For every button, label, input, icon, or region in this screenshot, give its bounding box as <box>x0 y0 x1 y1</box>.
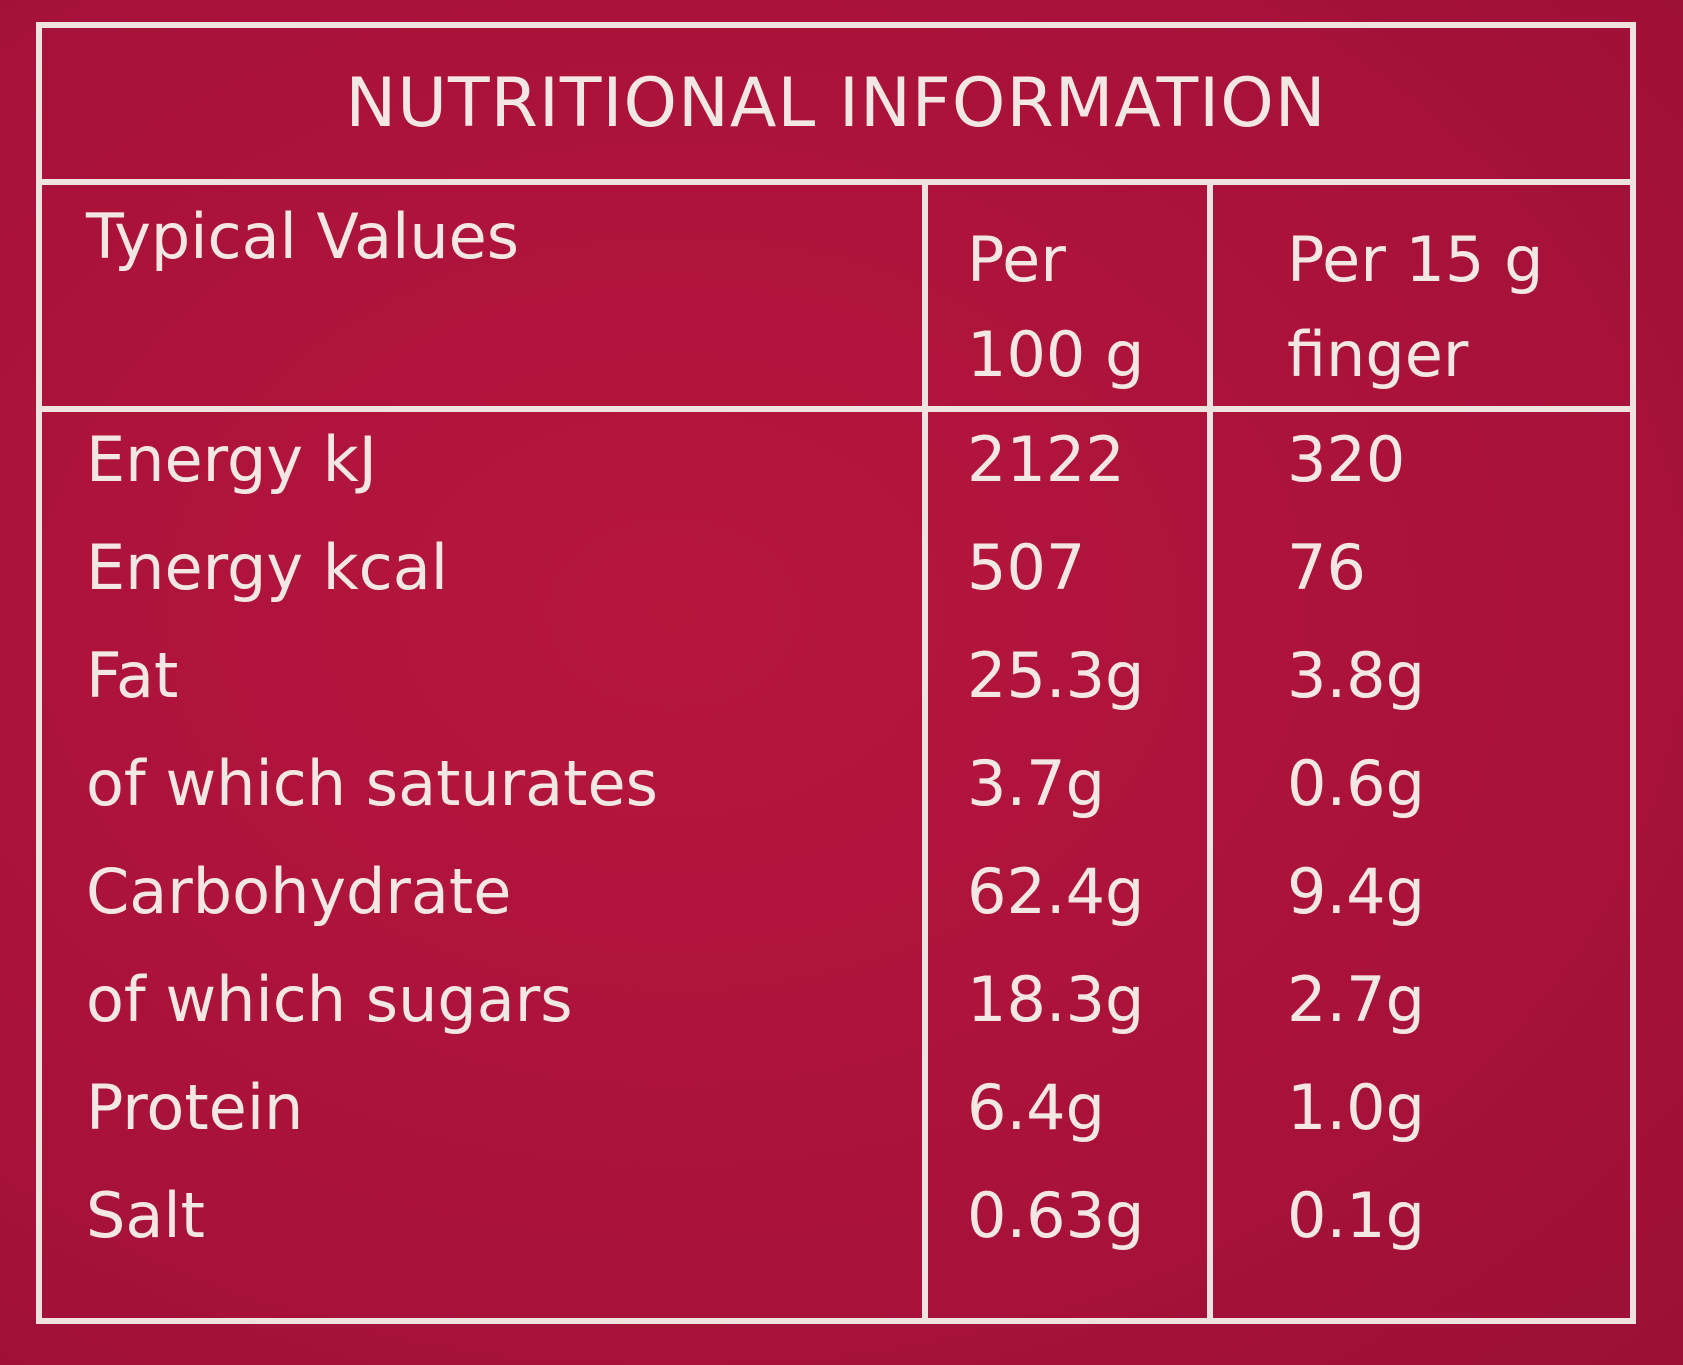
per-15g-header-line1: Per 15 g <box>1287 223 1544 296</box>
value-per-15g: 320 <box>1287 423 1406 496</box>
value-per-100g: 507 <box>967 531 1086 604</box>
nutrient-name: of which sugars <box>86 963 573 1036</box>
nutrient-name: Protein <box>86 1071 304 1144</box>
typical-values-label: Typical Values <box>86 200 520 273</box>
table-row: Energy kcal 507 76 <box>42 531 1630 639</box>
column-divider-1 <box>922 185 928 1318</box>
value-per-100g: 25.3g <box>967 639 1145 712</box>
table-row: of which saturates 3.7g 0.6g <box>42 747 1630 855</box>
value-per-100g: 62.4g <box>967 855 1145 928</box>
nutrient-name: Carbohydrate <box>86 855 512 928</box>
table-row: of which sugars 18.3g 2.7g <box>42 963 1630 1071</box>
nutrient-name: Energy kJ <box>86 423 377 496</box>
nutrient-name: Energy kcal <box>86 531 448 604</box>
value-per-100g: 6.4g <box>967 1071 1105 1144</box>
value-per-100g: 3.7g <box>967 747 1105 820</box>
table-row: Protein 6.4g 1.0g <box>42 1071 1630 1179</box>
value-per-15g: 76 <box>1287 531 1366 604</box>
nutrient-name: Fat <box>86 639 179 712</box>
nutrition-table: NUTRITIONAL INFORMATION Typical Values P… <box>36 22 1636 1324</box>
value-per-100g: 2122 <box>967 423 1125 496</box>
value-per-15g: 1.0g <box>1287 1071 1425 1144</box>
table-row: Energy kJ 2122 320 <box>42 423 1630 531</box>
header-divider <box>42 406 1630 412</box>
table-row: Carbohydrate 62.4g 9.4g <box>42 855 1630 963</box>
nutrient-name: of which saturates <box>86 747 658 820</box>
per-100g-header-line1: Per <box>967 223 1066 296</box>
table-row: Fat 25.3g 3.8g <box>42 639 1630 747</box>
per-100g-header-line2: 100 g <box>967 318 1145 391</box>
value-per-15g: 9.4g <box>1287 855 1425 928</box>
value-per-15g: 0.6g <box>1287 747 1425 820</box>
table-title: NUTRITIONAL INFORMATION <box>42 28 1630 185</box>
value-per-15g: 0.1g <box>1287 1179 1425 1252</box>
nutrient-name: Salt <box>86 1179 205 1252</box>
column-divider-2 <box>1207 185 1213 1318</box>
value-per-15g: 3.8g <box>1287 639 1425 712</box>
value-per-100g: 0.63g <box>967 1179 1145 1252</box>
value-per-100g: 18.3g <box>967 963 1145 1036</box>
value-per-15g: 2.7g <box>1287 963 1425 1036</box>
table-row: Salt 0.63g 0.1g <box>42 1179 1630 1287</box>
per-15g-header-line2: finger <box>1287 318 1469 391</box>
